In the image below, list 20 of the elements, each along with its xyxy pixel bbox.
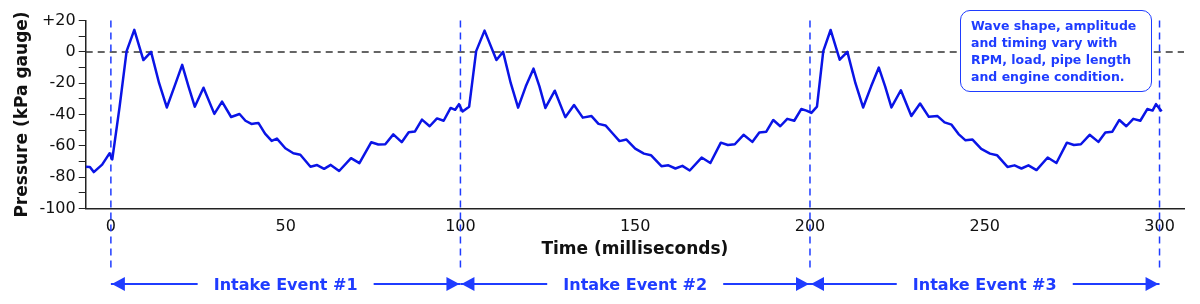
y-tick-label: -100 xyxy=(39,197,76,217)
x-tick-label: 150 xyxy=(619,216,651,236)
x-tick-label: 250 xyxy=(969,216,1001,236)
text: Intake Event #1 xyxy=(213,275,358,294)
x-tick-label: 0 xyxy=(105,216,116,236)
y-tick-label: -20 xyxy=(49,72,76,92)
text: Intake Event #2 xyxy=(563,275,708,294)
x-tick-label: 300 xyxy=(1144,216,1175,236)
y-tick-label: -80 xyxy=(49,166,76,186)
y-tick-label: -60 xyxy=(49,134,76,154)
y-tick-label: +20 xyxy=(41,9,76,29)
y-tick-label: 0 xyxy=(65,41,76,61)
x-axis-title: Time (milliseconds) xyxy=(541,238,729,259)
y-axis-title: Pressure (kPa gauge) xyxy=(10,11,31,218)
annotation: Wave shape, amplitude and timing vary with RPM, load, pipe length and engine condition. xyxy=(960,10,1152,92)
x-tick-label: 100 xyxy=(445,216,476,236)
x-tick-label: 200 xyxy=(794,216,826,236)
y-tick-label: -40 xyxy=(49,103,76,123)
x-tick-label: 50 xyxy=(275,216,296,236)
text: Intake Event #3 xyxy=(912,275,1057,294)
